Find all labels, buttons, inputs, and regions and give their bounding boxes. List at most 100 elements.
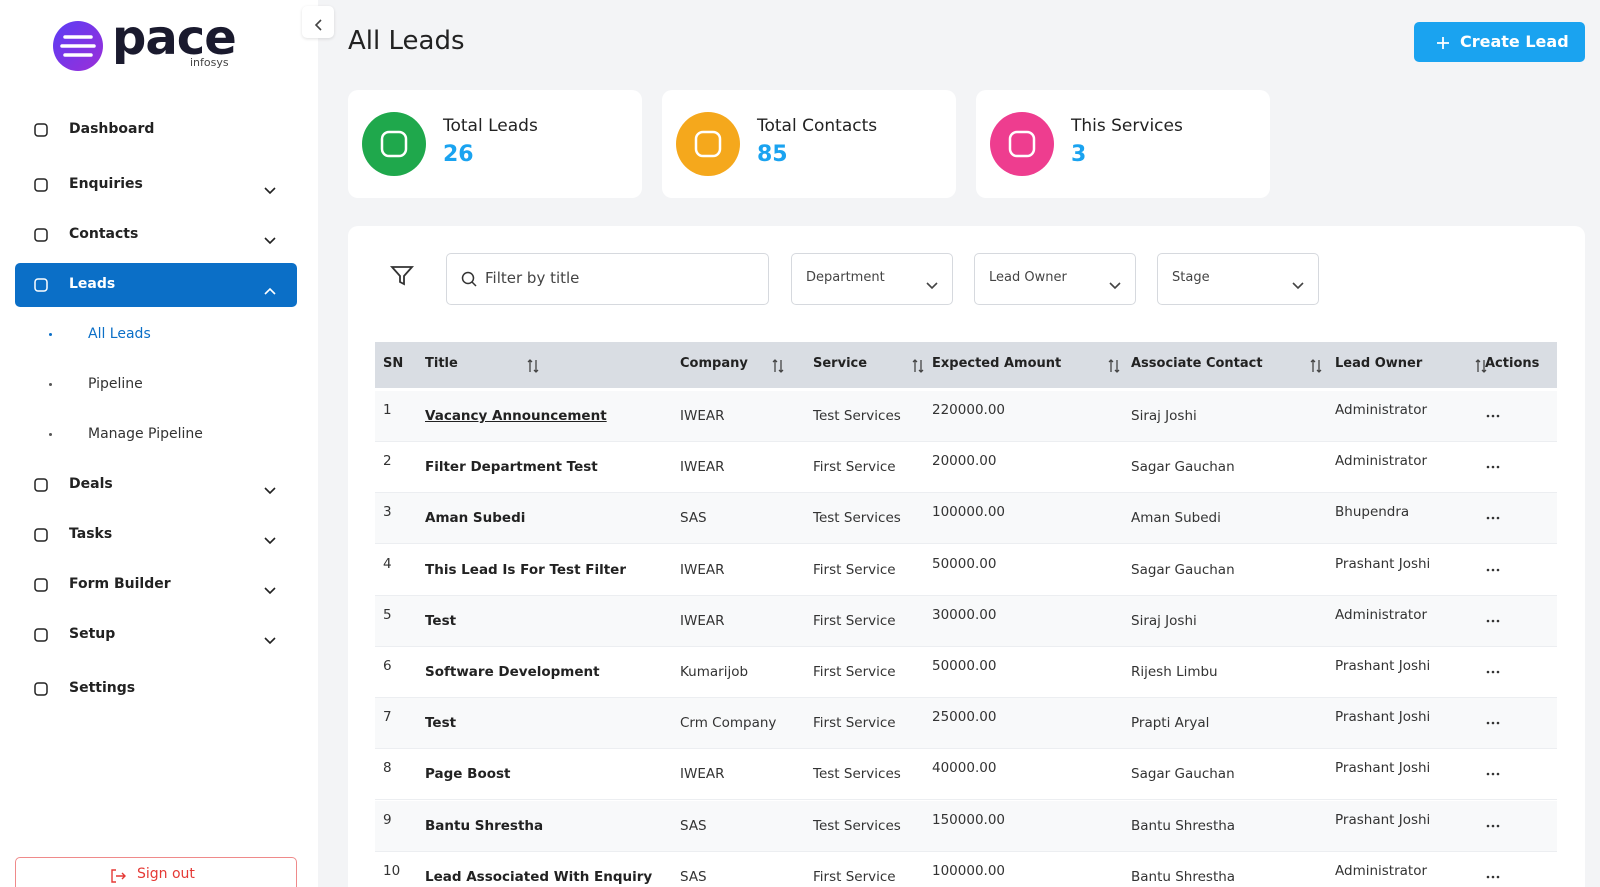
column-header[interactable]: Service [813,356,868,371]
row-actions[interactable] [1485,404,1501,423]
icon-part [34,123,48,137]
icon-part [1486,517,1490,520]
stat-label: This Services [1071,116,1183,136]
nav-item[interactable]: Setup [69,626,116,642]
column-header[interactable]: Lead Owner [1335,356,1423,371]
row-actions[interactable] [1485,865,1501,884]
stat-icon [676,112,740,180]
table-cell[interactable]: Page Boost [425,766,511,783]
nav-item[interactable]: Contacts [69,226,139,242]
nav-subitem[interactable]: Manage Pipeline [88,426,203,442]
table-cell: Administrator [1335,862,1428,879]
table-cell[interactable]: Bantu Shrestha [425,817,544,834]
table-cell: 40000.00 [932,760,997,777]
row-bg [375,442,1557,494]
search-input[interactable]: Filter by title [446,253,769,305]
stat-label: Total Contacts [757,116,878,136]
filter-dropdown[interactable]: Stage [1157,253,1319,305]
nav-item[interactable]: Dashboard [69,121,155,137]
nav-icon [33,681,49,701]
nav-chevron [264,580,276,599]
icon-part [912,359,924,373]
icon-part [264,187,276,195]
icon-part [1486,875,1500,879]
nav-subitem[interactable]: Pipeline [88,376,143,392]
dropdown-chevron [926,275,938,294]
table-cell: IWEAR [680,612,725,629]
row-actions[interactable] [1485,506,1501,525]
table-cell[interactable]: Test [425,715,457,732]
nav-item[interactable]: Deals [69,476,113,492]
filter-dropdown[interactable]: Department [791,253,953,305]
collapse-button[interactable] [302,6,334,38]
icon-part [990,112,1054,176]
row-actions[interactable] [1485,814,1501,833]
row-actions[interactable] [1485,711,1501,730]
column-header[interactable]: Expected Amount [932,356,1062,371]
table-cell: 6 [383,658,392,674]
icon-part [264,237,276,245]
nav-item[interactable]: Tasks [69,526,113,542]
table-cell[interactable]: Filter Department Test [425,459,598,476]
row-actions[interactable] [1485,762,1501,781]
table-cell: Sagar Gauchan [1131,766,1235,783]
icon-part [264,637,276,645]
icon-part [1109,282,1121,290]
icon-part [1496,465,1500,469]
column-header[interactable]: Company [680,356,748,371]
sort-icon [912,358,924,377]
icon-part [461,271,477,287]
nav-item[interactable]: Leads [69,276,116,292]
table-cell[interactable]: Lead Associated With Enquiry [425,868,653,885]
table-cell: IWEAR [680,561,725,578]
table-cell[interactable]: Vacancy Announcement [425,408,607,424]
table-cell: 50000.00 [932,658,997,674]
icon-part [362,112,426,176]
table-cell: Administrator [1335,453,1428,470]
icon-part [1486,773,1490,776]
icon-part [1491,414,1495,418]
icon-part [264,637,276,645]
sign-out-label[interactable]: Sign out [137,866,195,882]
table-cell: 100000.00 [932,504,1006,521]
row-actions[interactable] [1485,455,1501,474]
nav-item[interactable]: Settings [69,680,136,696]
logo-name: pace [112,10,237,66]
table-cell: Crm Company [680,715,777,732]
nav-item[interactable]: Form Builder [69,576,171,592]
icon-part [1486,414,1500,418]
nav-subitem[interactable]: All Leads [88,326,151,342]
create-lead-button[interactable]: Create Lead [1414,22,1585,62]
icon-part [264,487,276,495]
icon-part [1486,721,1490,725]
active-nav-bg [15,263,297,307]
row-actions[interactable] [1485,558,1501,577]
table-cell: 8 [383,760,392,777]
table-cell: IWEAR [680,459,725,476]
sign-out-icon [110,868,126,887]
column-header[interactable]: Associate Contact [1131,356,1263,371]
table-cell: 150000.00 [932,811,1006,828]
row-actions[interactable] [1485,660,1501,679]
row-actions[interactable] [1485,609,1501,628]
table-cell[interactable]: This Lead Is For Test Filter [425,561,626,578]
sidebar: pace infosys Dashboard Enquiries Contacts Lea… [0,0,318,887]
table-cell: 9 [383,811,392,828]
table-cell[interactable]: Aman Subedi [425,510,526,527]
table-panel: Filter by title Department Lead Owner Stage… [348,226,1585,887]
create-lead-label[interactable]: Create Lead [1460,32,1569,51]
filter-dropdown[interactable]: Lead Owner [974,253,1136,305]
icon-part [1486,619,1500,623]
icon-part [1486,721,1500,725]
nav-chevron [264,530,276,549]
column-header[interactable]: Title [425,356,458,371]
stat-card: Total Leads 26 [348,90,642,198]
table-cell[interactable]: Test [425,612,457,629]
sign-out-button[interactable]: Sign out [15,857,297,887]
nav-item[interactable]: Enquiries [69,176,143,192]
table-cell: Prashant Joshi [1335,658,1431,674]
table-cell[interactable]: Software Development [425,664,600,680]
table-cell: 5 [383,606,392,623]
stat-value: 26 [443,142,474,167]
nav-bullet [49,333,52,336]
